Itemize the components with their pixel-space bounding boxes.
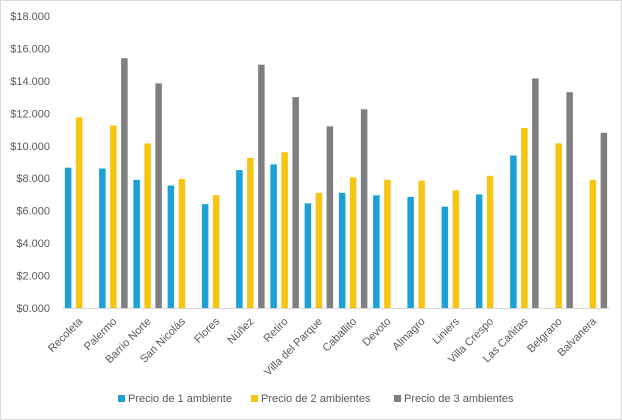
bar — [486, 175, 494, 308]
bar — [178, 179, 186, 308]
x-tick-label: Caballito — [320, 316, 359, 355]
x-tick-label: Almagro — [390, 316, 427, 353]
y-tick-label: $12.000 — [10, 108, 50, 120]
x-tick-label: Devoto — [360, 316, 393, 349]
bar — [418, 180, 425, 308]
bar — [315, 192, 323, 308]
y-tick-label: $18.000 — [10, 11, 50, 23]
y-tick-label: $6.000 — [16, 206, 50, 218]
bar — [555, 143, 562, 308]
bar — [155, 83, 162, 308]
bar — [247, 157, 254, 308]
bar — [167, 185, 175, 308]
bar — [589, 179, 597, 308]
bar — [521, 127, 528, 308]
x-tick-label: Flores — [192, 315, 222, 345]
y-tick-label: $16.000 — [10, 43, 50, 55]
bar — [201, 204, 209, 308]
bar — [133, 179, 140, 308]
bar — [236, 170, 243, 308]
x-tick-label: Retiro — [262, 316, 291, 345]
legend-label: Precio de 2 ambientes — [261, 393, 371, 405]
bar — [292, 97, 299, 308]
legend-swatch — [394, 395, 401, 402]
bar — [144, 143, 151, 308]
y-tick-label: $2.000 — [16, 271, 50, 283]
bar — [349, 177, 357, 308]
bar — [452, 190, 460, 308]
bar — [373, 195, 380, 308]
y-tick-label: $14.000 — [10, 76, 50, 88]
legend-label: Precio de 3 ambientes — [404, 393, 514, 405]
y-tick-label: $4.000 — [16, 238, 50, 250]
x-tick-label: Núñez — [226, 316, 257, 347]
bar — [326, 126, 334, 308]
bar — [384, 179, 391, 308]
bar — [441, 206, 449, 308]
bar — [121, 58, 128, 308]
y-tick-label: $8.000 — [16, 173, 50, 185]
bar — [566, 92, 573, 308]
x-tick-label: Recoleta — [46, 315, 86, 355]
bar — [360, 109, 368, 309]
bar — [510, 155, 517, 308]
bar — [281, 152, 288, 308]
bar — [407, 196, 414, 308]
x-tick-label: Liniers — [431, 315, 463, 347]
bar — [338, 192, 346, 308]
bar — [270, 164, 277, 308]
bar — [304, 203, 312, 308]
bar — [64, 167, 72, 308]
bar — [212, 195, 220, 308]
bar — [258, 64, 265, 309]
legend-swatch — [118, 395, 125, 402]
legend-label: Precio de 1 ambiente — [128, 393, 232, 405]
bar — [99, 168, 106, 308]
bar — [532, 78, 539, 308]
bar — [475, 194, 483, 308]
bar — [110, 125, 117, 308]
bar — [75, 117, 83, 308]
bar — [600, 132, 608, 308]
legend-swatch — [251, 395, 258, 402]
y-tick-label: $0.000 — [16, 303, 50, 315]
y-tick-label: $10.000 — [10, 141, 50, 153]
